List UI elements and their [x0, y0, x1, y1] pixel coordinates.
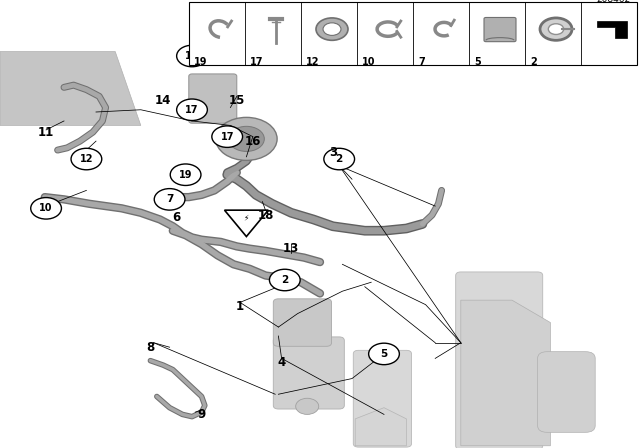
Text: 2: 2 — [335, 154, 343, 164]
Bar — [189, 2, 637, 65]
Circle shape — [369, 343, 399, 365]
Circle shape — [216, 117, 277, 160]
Text: 17: 17 — [220, 132, 234, 142]
Polygon shape — [596, 21, 627, 38]
Circle shape — [324, 148, 355, 170]
Text: 12: 12 — [79, 154, 93, 164]
Text: 14: 14 — [155, 94, 172, 108]
Circle shape — [31, 198, 61, 219]
Text: 10: 10 — [362, 57, 376, 67]
Text: 16: 16 — [244, 134, 261, 148]
Circle shape — [548, 24, 564, 34]
FancyBboxPatch shape — [189, 74, 237, 123]
Circle shape — [170, 164, 201, 185]
Text: 17: 17 — [185, 51, 199, 61]
FancyBboxPatch shape — [273, 337, 344, 409]
Polygon shape — [355, 408, 406, 446]
Circle shape — [177, 99, 207, 121]
Text: 6: 6 — [172, 211, 180, 224]
Polygon shape — [461, 300, 550, 446]
Circle shape — [296, 398, 319, 414]
Text: 8: 8 — [147, 340, 154, 354]
Text: 15: 15 — [228, 94, 245, 108]
Circle shape — [540, 18, 572, 40]
Text: 19: 19 — [194, 57, 207, 67]
Text: 7: 7 — [418, 57, 425, 67]
FancyBboxPatch shape — [273, 299, 332, 346]
Text: 5: 5 — [380, 349, 388, 359]
Text: 5: 5 — [474, 57, 481, 67]
Text: 4: 4 — [278, 356, 285, 370]
Circle shape — [269, 269, 300, 291]
Text: 13: 13 — [283, 242, 300, 255]
Text: 208462: 208462 — [596, 0, 630, 4]
Text: 1: 1 — [236, 300, 244, 314]
Text: 3: 3 — [329, 146, 337, 159]
Text: 10: 10 — [39, 203, 53, 213]
FancyBboxPatch shape — [484, 17, 516, 42]
Circle shape — [316, 18, 348, 40]
Circle shape — [177, 45, 207, 67]
FancyBboxPatch shape — [538, 352, 595, 432]
Text: 9: 9 — [198, 408, 205, 421]
Polygon shape — [0, 52, 141, 125]
Polygon shape — [225, 210, 268, 237]
FancyBboxPatch shape — [353, 350, 412, 447]
Text: 17: 17 — [185, 105, 199, 115]
Circle shape — [154, 189, 185, 210]
Text: 12: 12 — [306, 57, 319, 67]
Text: 2: 2 — [281, 275, 289, 285]
Circle shape — [323, 23, 341, 35]
Text: 2: 2 — [530, 57, 537, 67]
Circle shape — [71, 148, 102, 170]
Circle shape — [228, 126, 264, 151]
Text: 19: 19 — [179, 170, 193, 180]
Circle shape — [212, 126, 243, 147]
Text: ⚡: ⚡ — [244, 213, 249, 222]
Text: 17: 17 — [250, 57, 264, 67]
Text: 7: 7 — [166, 194, 173, 204]
Text: 11: 11 — [38, 125, 54, 139]
FancyBboxPatch shape — [456, 272, 543, 448]
Text: 18: 18 — [257, 208, 274, 222]
